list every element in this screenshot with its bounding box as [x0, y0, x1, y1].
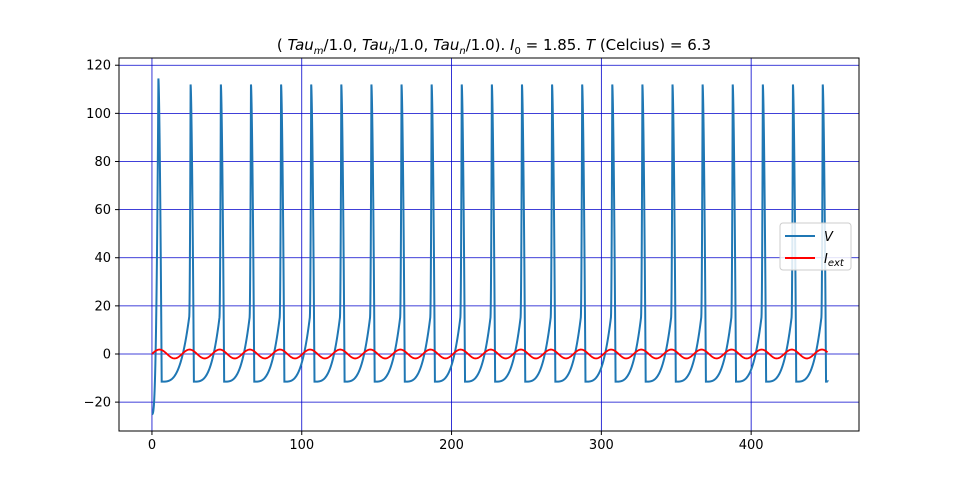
x-tick-label: 100	[289, 438, 314, 453]
y-tick-label: 120	[86, 59, 111, 74]
y-tick-label: 0	[103, 347, 111, 362]
x-tick-label: 0	[148, 438, 156, 453]
y-tick-label: 40	[94, 251, 111, 266]
legend-label: Iext	[824, 252, 845, 269]
axes-layer: 0 100 200 300 400 −20 0 20 40 60 80 100 120	[84, 57, 860, 453]
y-tick-label: 100	[86, 107, 111, 122]
chart-title: ( Taum/1.0, Tauh/1.0, Taun/1.0). I0 = 1.…	[277, 36, 711, 57]
x-tick-label: 400	[739, 438, 764, 453]
x-tick-label: 300	[589, 438, 614, 453]
legend: V Iext	[779, 222, 852, 271]
legend-label: V	[824, 230, 834, 245]
grid-lines	[119, 58, 859, 431]
y-tick-label: −20	[84, 396, 111, 411]
x-tick-label: 200	[439, 438, 464, 453]
series-line-iext	[151, 348, 829, 360]
plot-frame	[118, 57, 860, 432]
y-tick-label: 80	[94, 155, 111, 170]
series-layer	[151, 78, 829, 416]
series-line-v	[151, 78, 829, 416]
y-tick-label: 20	[94, 299, 111, 314]
y-tick-label: 60	[94, 203, 111, 218]
